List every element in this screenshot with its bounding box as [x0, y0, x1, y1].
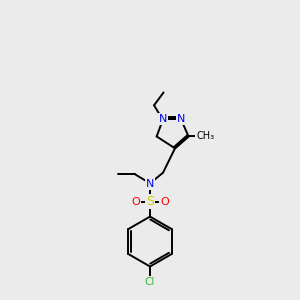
Text: O: O [131, 197, 140, 207]
Text: N: N [177, 114, 185, 124]
Text: S: S [146, 195, 154, 208]
Text: O: O [160, 197, 169, 207]
Text: N: N [146, 179, 154, 189]
Text: CH₃: CH₃ [196, 131, 214, 141]
Text: Cl: Cl [145, 277, 155, 287]
Text: N: N [159, 114, 167, 124]
